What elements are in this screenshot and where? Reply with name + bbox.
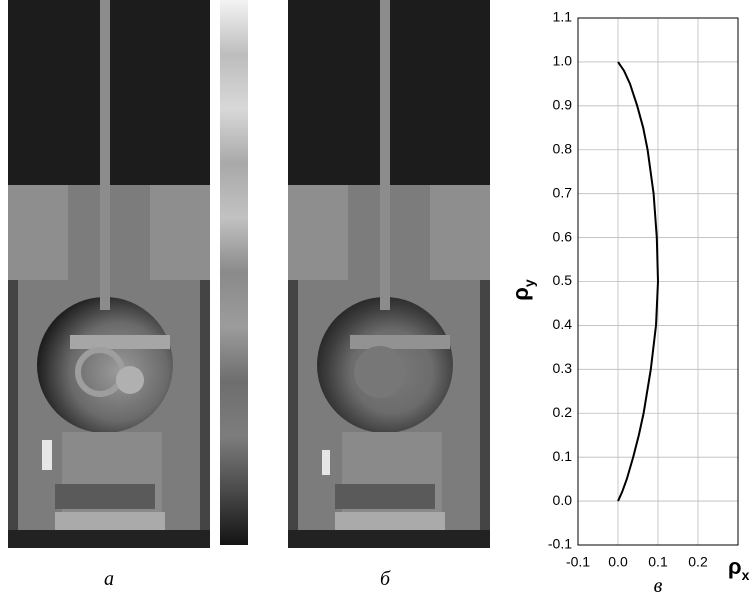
y-tick-label: 0.3 (553, 360, 573, 376)
y-tick-label: 0.2 (553, 404, 573, 420)
y-label-symbol: ρ (508, 287, 533, 301)
panel-label: б (380, 568, 391, 590)
y-tick-label: 0.1 (553, 448, 573, 464)
y-axis-label: ρy (508, 279, 537, 301)
y-tick-label: 0.7 (553, 184, 573, 200)
plot-frame (577, 17, 739, 546)
x-tick-label: -0.1 (566, 554, 590, 570)
panel-label: в (654, 575, 663, 597)
y-tick-label: 0.4 (553, 316, 573, 332)
image-a (8, 0, 210, 548)
y-tick-label: 0.6 (553, 228, 573, 244)
x-tick-label: 0.0 (608, 554, 628, 570)
y-tick-label: 1.0 (553, 53, 573, 69)
x-axis-label: ρx (728, 554, 750, 583)
y-tick-label: 1.1 (553, 9, 573, 25)
x-label-sub: x (742, 567, 750, 583)
y-tick-label: 0.5 (553, 272, 573, 288)
curve (617, 61, 660, 502)
y-tick-label: 0.9 (553, 97, 573, 113)
x-tick-label: 0.1 (648, 554, 668, 570)
y-label-sub: y (521, 279, 537, 287)
x-tick-label: 0.2 (688, 554, 708, 570)
colorbar (220, 0, 248, 545)
x-label-symbol: ρ (728, 554, 742, 579)
image-b (288, 0, 490, 548)
y-tick-label: -0.1 (548, 536, 572, 552)
y-tick-label: 0.0 (553, 492, 573, 508)
panel-label: а (104, 568, 114, 590)
y-tick-label: 0.8 (553, 140, 573, 156)
